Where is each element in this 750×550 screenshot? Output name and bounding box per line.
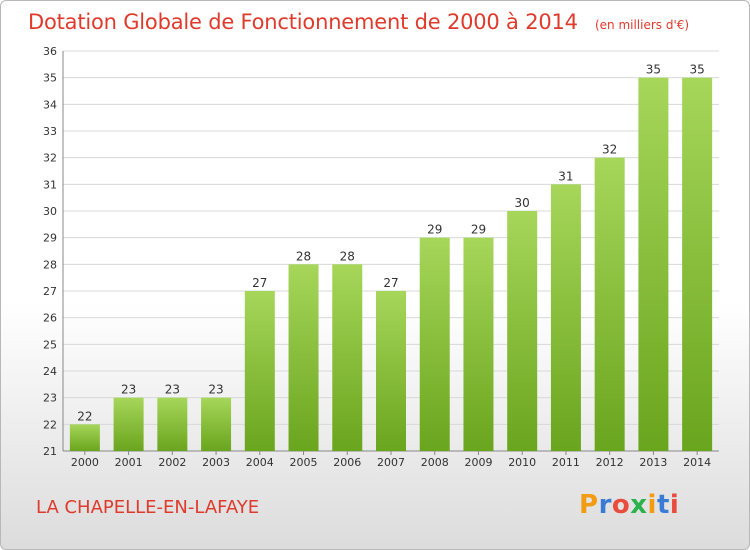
bar <box>638 77 669 452</box>
y-tick-label: 29 <box>43 232 57 245</box>
y-tick-label: 25 <box>43 338 57 351</box>
y-tick-label: 26 <box>43 312 57 325</box>
y-tick-label: 23 <box>43 392 57 405</box>
x-tick-label: 2000 <box>71 456 99 469</box>
data-label: 22 <box>77 409 92 423</box>
logo-letter: P <box>579 490 599 520</box>
title-block: Dotation Globale de Fonctionnement de 20… <box>28 10 689 34</box>
data-label: 27 <box>252 276 267 290</box>
x-tick-labels: 2000 2001 2002 2003 2004 2005 2006 2007 2008 2009… <box>71 456 711 469</box>
logo-letter: x <box>630 490 648 520</box>
proxiti-logo[interactable]: Proxiti <box>579 490 679 520</box>
x-tick-label: 2005 <box>290 456 318 469</box>
x-tick-label: 2007 <box>377 456 405 469</box>
data-label: 23 <box>165 383 180 397</box>
y-tick-label: 36 <box>43 45 57 58</box>
x-tick-label: 2003 <box>202 456 230 469</box>
y-tick-label: 32 <box>43 152 57 165</box>
logo-letter: t <box>656 490 670 520</box>
x-tick-label: 2002 <box>158 456 186 469</box>
x-tick-label: 2001 <box>115 456 143 469</box>
data-label: 29 <box>471 223 486 237</box>
bars <box>69 77 713 452</box>
x-tick-label: 2004 <box>246 456 274 469</box>
data-label: 29 <box>427 223 442 237</box>
commune-name: LA CHAPELLE-EN-LAFAYE <box>36 497 260 518</box>
data-label: 35 <box>646 63 661 77</box>
logo-letter: o <box>611 490 631 520</box>
y-tick-label: 24 <box>43 365 57 378</box>
bar <box>69 424 100 451</box>
logo-letter: r <box>598 490 612 520</box>
data-label: 31 <box>558 169 573 183</box>
y-tick-label: 30 <box>43 205 57 218</box>
data-label: 23 <box>121 383 136 397</box>
bar <box>594 157 625 451</box>
data-label: 32 <box>602 143 617 157</box>
x-tick-label: 2013 <box>639 456 667 469</box>
bar <box>376 291 406 451</box>
bar <box>201 397 232 451</box>
y-tick-label: 34 <box>43 98 57 111</box>
data-label: 30 <box>515 196 530 210</box>
data-label: 35 <box>689 63 704 77</box>
x-tick-label: 2010 <box>508 456 536 469</box>
y-tick-label: 28 <box>43 258 57 271</box>
bar <box>113 397 144 451</box>
bar <box>419 237 450 451</box>
bar <box>463 237 494 451</box>
data-label: 28 <box>340 249 355 263</box>
y-tick-label: 31 <box>43 178 57 191</box>
chart-subtitle: (en milliers d'€) <box>594 18 690 32</box>
x-tick-label: 2014 <box>683 456 711 469</box>
bar <box>507 211 538 451</box>
y-tick-label: 33 <box>43 125 57 138</box>
x-tick-label: 2009 <box>464 456 492 469</box>
bar <box>550 184 581 452</box>
data-label: 23 <box>208 383 223 397</box>
x-tick-label: 2006 <box>333 456 361 469</box>
y-tick-label: 27 <box>43 285 57 298</box>
y-tick-label: 35 <box>43 72 57 85</box>
y-tick-label: 21 <box>43 445 57 458</box>
x-tick-label: 2008 <box>421 456 449 469</box>
bar <box>244 291 275 451</box>
logo-letter: i <box>647 490 657 520</box>
bar <box>288 264 319 451</box>
y-tick-label: 22 <box>43 418 57 431</box>
bar <box>332 264 363 451</box>
bar <box>682 77 713 452</box>
logo-letter: i <box>669 490 680 520</box>
x-tick-label: 2012 <box>596 456 624 469</box>
y-tick-labels: 21 22 23 24 25 26 27 28 29 30 31 32 33 34 35 36 <box>43 45 57 458</box>
bar <box>157 397 188 451</box>
data-label: 28 <box>296 249 311 263</box>
data-label: 27 <box>383 276 398 290</box>
chart-title: Dotation Globale de Fonctionnement de 20… <box>28 10 578 34</box>
x-tick-label: 2011 <box>552 456 580 469</box>
data-labels: 22 23 23 23 27 28 28 27 29 29 30 31 32 35 35 <box>77 63 705 424</box>
